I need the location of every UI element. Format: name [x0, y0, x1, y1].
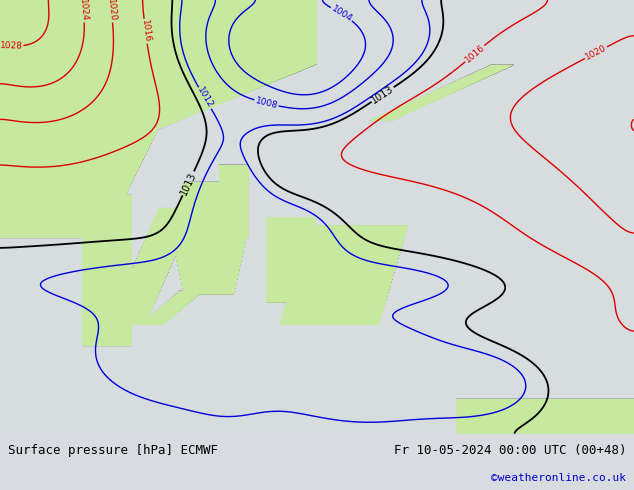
- Text: 1024: 1024: [77, 0, 89, 22]
- Text: Surface pressure [hPa] ECMWF: Surface pressure [hPa] ECMWF: [8, 444, 217, 457]
- Text: 1020: 1020: [105, 0, 117, 22]
- Text: 1008: 1008: [254, 96, 279, 110]
- Text: ©weatheronline.co.uk: ©weatheronline.co.uk: [491, 472, 626, 483]
- Text: 1028: 1028: [0, 41, 23, 50]
- Text: 1004: 1004: [330, 4, 354, 24]
- Text: 1012: 1012: [195, 86, 214, 110]
- Text: 1020: 1020: [584, 44, 608, 62]
- Text: 1016: 1016: [139, 20, 152, 43]
- Text: 1016: 1016: [463, 43, 486, 65]
- Text: 1013: 1013: [179, 170, 198, 196]
- Text: 1013: 1013: [370, 84, 396, 105]
- Text: Fr 10-05-2024 00:00 UTC (00+48): Fr 10-05-2024 00:00 UTC (00+48): [394, 444, 626, 457]
